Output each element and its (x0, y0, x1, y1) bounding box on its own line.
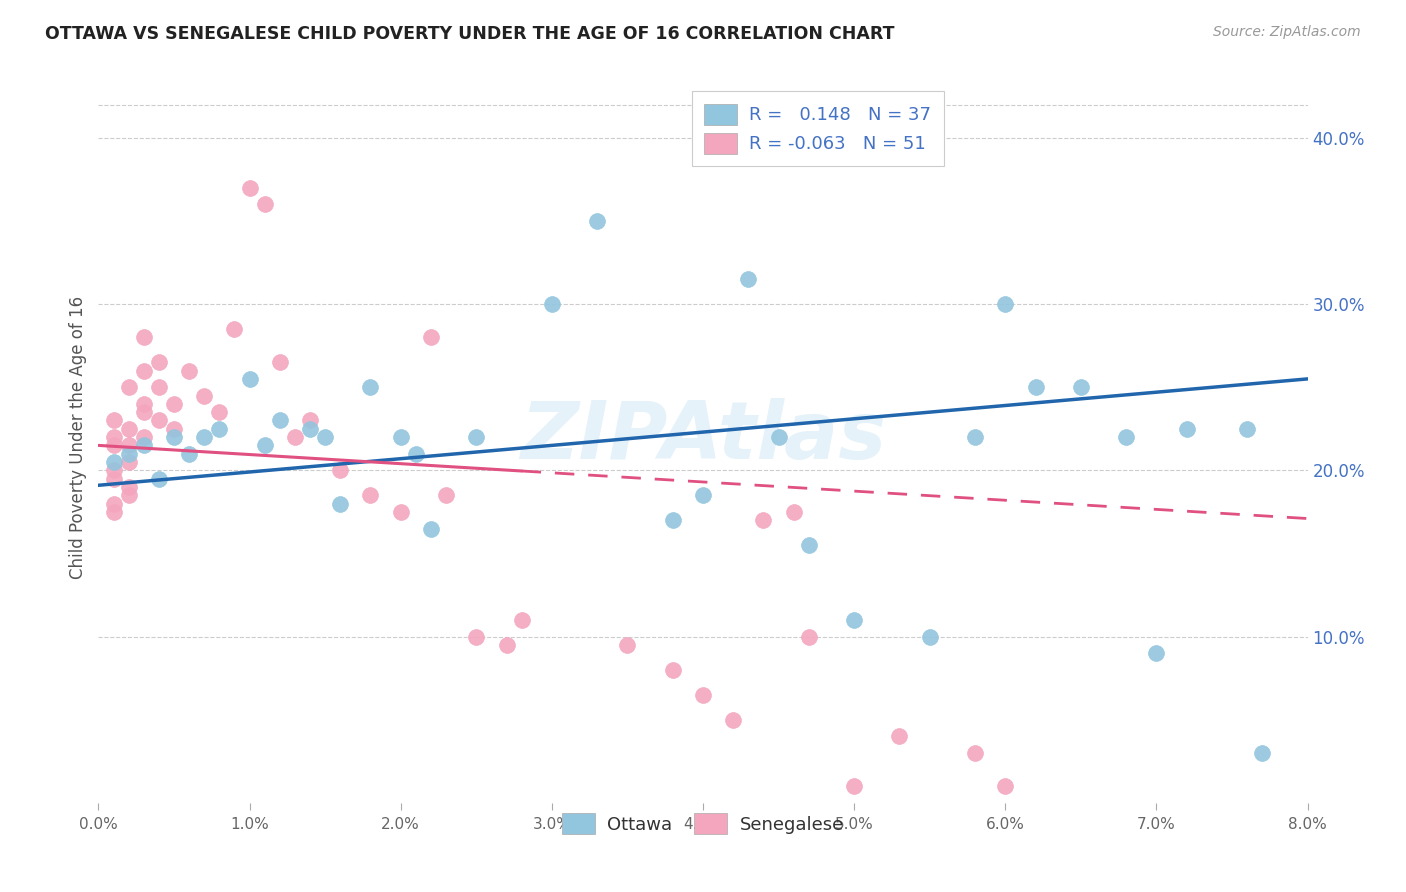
Point (132, 430, 155, 444)
Point (118, 488, 141, 502)
Point (148, 355, 170, 369)
Point (389, 505, 412, 519)
Point (329, 497, 352, 511)
Point (783, 505, 806, 519)
Point (103, 463, 125, 477)
Point (1146, 646, 1168, 660)
Point (844, 779, 866, 793)
Point (918, 630, 941, 644)
Point (465, 430, 488, 444)
Point (208, 422, 231, 436)
Point (405, 447, 427, 461)
Point (586, 214, 609, 228)
Point (692, 688, 714, 702)
Point (103, 455, 125, 469)
Point (103, 413, 125, 427)
Point (723, 713, 745, 727)
Point (224, 322, 246, 336)
Point (118, 447, 141, 461)
Point (752, 513, 775, 527)
Point (148, 380, 170, 394)
Point (132, 438, 155, 452)
Point (360, 380, 382, 394)
Point (118, 438, 141, 452)
Point (118, 422, 141, 436)
Point (118, 480, 141, 494)
Point (465, 630, 488, 644)
Point (994, 297, 1017, 311)
Point (797, 538, 820, 552)
Point (132, 330, 155, 344)
Point (692, 488, 714, 502)
Point (889, 729, 911, 743)
Point (737, 272, 759, 286)
Point (616, 638, 638, 652)
Point (118, 455, 141, 469)
Point (510, 613, 533, 627)
Point (163, 422, 186, 436)
Point (768, 430, 790, 444)
Point (420, 521, 443, 535)
Point (1070, 380, 1092, 394)
Point (994, 779, 1017, 793)
Point (132, 405, 155, 419)
Point (844, 613, 866, 627)
Text: OTTAWA VS SENEGALESE CHILD POVERTY UNDER THE AGE OF 16 CORRELATION CHART: OTTAWA VS SENEGALESE CHILD POVERTY UNDER… (45, 25, 894, 43)
Point (434, 488, 457, 502)
Point (965, 430, 987, 444)
Point (239, 180, 262, 194)
Point (148, 472, 170, 486)
Point (965, 746, 987, 760)
Point (1115, 430, 1137, 444)
Point (239, 372, 262, 386)
Point (284, 430, 307, 444)
Point (103, 497, 125, 511)
Point (132, 363, 155, 377)
Point (299, 413, 322, 427)
Point (661, 663, 683, 677)
Point (103, 438, 125, 452)
Point (420, 330, 443, 344)
Point (540, 297, 562, 311)
Point (179, 447, 201, 461)
Point (163, 397, 186, 411)
Point (103, 505, 125, 519)
Point (1236, 422, 1258, 436)
Point (269, 355, 291, 369)
Point (103, 472, 125, 486)
Text: ZIPAtlas: ZIPAtlas (520, 398, 886, 476)
Point (208, 405, 231, 419)
Point (1251, 746, 1274, 760)
Point (253, 438, 276, 452)
Point (193, 430, 215, 444)
Point (269, 413, 291, 427)
Point (132, 397, 155, 411)
Point (314, 430, 336, 444)
Point (103, 430, 125, 444)
Point (148, 413, 170, 427)
Point (193, 388, 215, 402)
Y-axis label: Child Poverty Under the Age of 16: Child Poverty Under the Age of 16 (69, 295, 87, 579)
Point (661, 513, 683, 527)
Point (495, 638, 517, 652)
Point (1025, 380, 1047, 394)
Point (329, 463, 352, 477)
Point (118, 380, 141, 394)
Point (179, 363, 201, 377)
Point (797, 630, 820, 644)
Point (389, 430, 412, 444)
Point (360, 488, 382, 502)
Point (1175, 422, 1198, 436)
Point (299, 422, 322, 436)
Point (163, 430, 186, 444)
Legend: Ottawa, Senegalese: Ottawa, Senegalese (551, 803, 855, 845)
Text: Source: ZipAtlas.com: Source: ZipAtlas.com (1213, 25, 1361, 39)
Point (253, 197, 276, 211)
